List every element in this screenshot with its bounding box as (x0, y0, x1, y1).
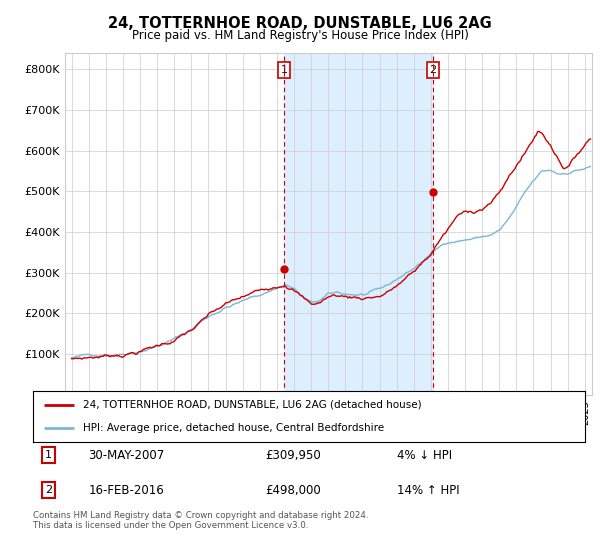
Text: 2: 2 (430, 65, 436, 75)
Text: £309,950: £309,950 (265, 449, 320, 462)
Text: HPI: Average price, detached house, Central Bedfordshire: HPI: Average price, detached house, Cent… (83, 423, 384, 433)
Bar (284, 53, 433, 395)
Text: 24, TOTTERNHOE ROAD, DUNSTABLE, LU6 2AG (detached house): 24, TOTTERNHOE ROAD, DUNSTABLE, LU6 2AG … (83, 400, 421, 410)
Text: 1: 1 (281, 65, 287, 75)
Text: 4% ↓ HPI: 4% ↓ HPI (397, 449, 452, 462)
Text: £498,000: £498,000 (265, 484, 320, 497)
Text: 16-FEB-2016: 16-FEB-2016 (88, 484, 164, 497)
Text: 24, TOTTERNHOE ROAD, DUNSTABLE, LU6 2AG: 24, TOTTERNHOE ROAD, DUNSTABLE, LU6 2AG (108, 16, 492, 31)
Text: Price paid vs. HM Land Registry's House Price Index (HPI): Price paid vs. HM Land Registry's House … (131, 29, 469, 42)
Text: 30-MAY-2007: 30-MAY-2007 (88, 449, 164, 462)
Text: Contains HM Land Registry data © Crown copyright and database right 2024.
This d: Contains HM Land Registry data © Crown c… (33, 511, 368, 530)
Text: 2: 2 (45, 486, 52, 495)
Text: 14% ↑ HPI: 14% ↑ HPI (397, 484, 460, 497)
Text: 1: 1 (45, 450, 52, 460)
